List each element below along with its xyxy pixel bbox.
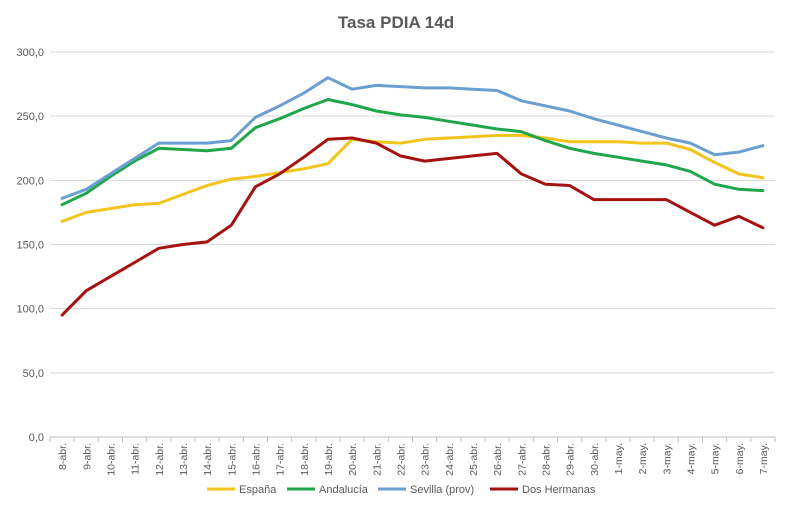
x-tick-label: 8-abr.	[57, 443, 69, 470]
series-line-sevilla-prov	[60, 76, 765, 200]
y-tick-label: 0,0	[29, 432, 44, 444]
y-tick-label: 150,0	[16, 240, 44, 252]
x-tick-label: 19-abr.	[323, 443, 335, 476]
x-tick-label: 5-may.	[710, 443, 722, 474]
x-tick-label: 29-abr.	[565, 443, 577, 476]
x-tick-label: 25-abr.	[468, 443, 480, 476]
legend-label: Dos Hermanas	[522, 484, 596, 496]
x-tick-label: 9-abr.	[81, 443, 93, 470]
legend: España Andalucía Sevilla (prov) Dos Hermana…	[207, 484, 596, 496]
y-tick-label: 100,0	[16, 304, 44, 316]
x-tick-label: 24-abr.	[444, 443, 456, 476]
x-tick-label: 4-may.	[685, 443, 697, 474]
series-line-espana	[60, 133, 765, 223]
series-line-andalucia	[60, 98, 765, 207]
x-tick-label: 13-abr.	[178, 443, 190, 476]
y-tick-label: 250,0	[16, 111, 44, 123]
x-tick-label: 3-may.	[661, 443, 673, 474]
x-tick-label: 1-may.	[613, 443, 625, 474]
x-tick-label: 18-abr.	[299, 443, 311, 476]
x-tick-label: 11-abr.	[130, 443, 142, 475]
series-line-dos-hermanas	[60, 136, 765, 317]
x-tick-label: 21-abr.	[371, 443, 383, 476]
chart-title: Tasa PDIA 14d	[338, 13, 454, 32]
x-tick-label: 15-abr.	[226, 443, 238, 476]
y-tick-label: 300,0	[16, 47, 44, 59]
legend-label: Andalucía	[319, 484, 369, 496]
x-tick-label: 12-abr.	[154, 443, 166, 476]
y-axis-tick-labels: 0,0 50,0 100,0 150,0 200,0 250,0 300,0	[16, 47, 44, 444]
y-tick-label: 50,0	[23, 368, 44, 380]
x-tick-label: 14-abr.	[202, 443, 214, 476]
x-tick-label: 22-abr.	[395, 443, 407, 476]
x-tick-label: 2-may.	[637, 443, 649, 474]
series-lines	[60, 76, 765, 317]
x-tick-label: 30-abr.	[589, 443, 601, 476]
x-tick-label: 26-abr.	[492, 443, 504, 476]
x-tick-label: 27-abr.	[516, 443, 528, 476]
x-tick-label: 20-abr.	[347, 443, 359, 476]
legend-label: Sevilla (prov)	[410, 484, 474, 496]
x-tick-label: 28-abr.	[540, 443, 552, 476]
x-tick-label: 17-abr.	[275, 443, 287, 476]
y-tick-label: 200,0	[16, 175, 44, 187]
x-tick-label: 6-may.	[734, 443, 746, 474]
x-tick-label: 16-abr.	[250, 443, 262, 476]
legend-label: España	[239, 484, 277, 496]
x-tick-label: 10-abr.	[105, 443, 117, 476]
x-tick-label: 7-may.	[758, 443, 770, 474]
x-axis-tick-labels: 8-abr. 9-abr. 10-abr. 11-abr. 12-abr. 13-abr.…	[57, 443, 770, 476]
x-tick-label: 23-abr.	[420, 443, 432, 476]
